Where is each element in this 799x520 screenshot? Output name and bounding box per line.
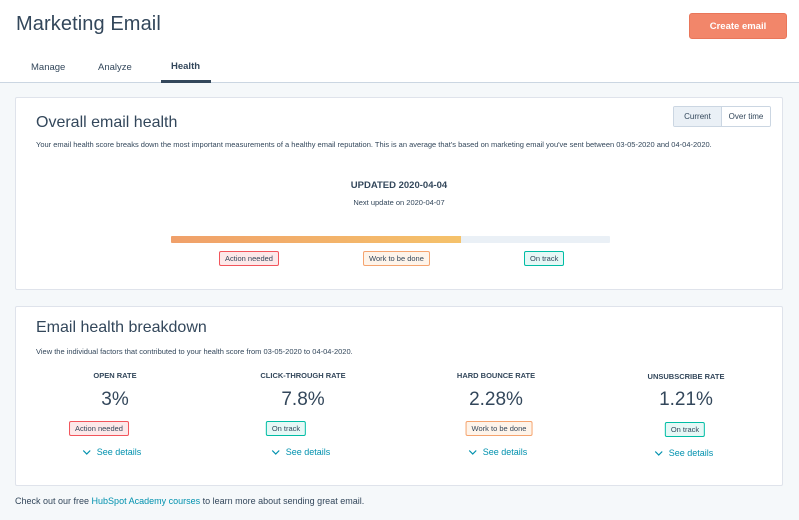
footer-note: Check out our free HubSpot Academy cours… bbox=[15, 496, 364, 506]
chevron-down-icon bbox=[271, 449, 280, 455]
metric-label-click-through-rate: CLICK-THROUGH RATE bbox=[260, 371, 346, 380]
overall-health-description: Your email health score breaks down the … bbox=[36, 140, 712, 149]
metric-value-unsubscribe-rate: 1.21% bbox=[659, 389, 713, 410]
see-details-click-through-rate[interactable]: See details bbox=[271, 447, 331, 457]
metric-label-unsubscribe-rate: UNSUBSCRIBE RATE bbox=[647, 372, 725, 381]
health-score-fill bbox=[171, 236, 461, 243]
legend-on-track: On track bbox=[524, 251, 565, 266]
see-details-label: See details bbox=[96, 447, 142, 457]
footer-suffix: to learn more about sending great email. bbox=[200, 496, 365, 506]
hubspot-academy-link[interactable]: HubSpot Academy courses bbox=[91, 496, 201, 506]
see-details-hard-bounce-rate[interactable]: See details bbox=[468, 447, 528, 457]
health-score-bar bbox=[171, 236, 610, 243]
metric-value-hard-bounce-rate: 2.28% bbox=[469, 389, 523, 410]
legend-work-to-be-done: Work to be done bbox=[363, 251, 430, 266]
toggle-over-time[interactable]: Over time bbox=[722, 107, 770, 126]
status-badge-unsubscribe-rate: On track bbox=[664, 422, 706, 437]
metric-value-click-through-rate: 7.8% bbox=[281, 389, 325, 410]
chevron-down-icon bbox=[468, 449, 477, 455]
page-header: Marketing Email Create email Manage Anal… bbox=[0, 0, 799, 83]
see-details-label: See details bbox=[482, 447, 528, 457]
tab-manage[interactable]: Manage bbox=[31, 62, 66, 73]
see-details-label: See details bbox=[668, 448, 714, 458]
breakdown-title: Email health breakdown bbox=[36, 319, 207, 336]
page-title: Marketing Email bbox=[16, 13, 161, 35]
footer-prefix: Check out our free bbox=[15, 496, 92, 506]
see-details-unsubscribe-rate[interactable]: See details bbox=[654, 448, 714, 458]
see-details-label: See details bbox=[285, 447, 331, 457]
see-details-open-rate[interactable]: See details bbox=[82, 447, 142, 457]
status-badge-click-through-rate: On track bbox=[265, 421, 307, 436]
metric-label-hard-bounce-rate: HARD BOUNCE RATE bbox=[456, 371, 536, 380]
metric-label-open-rate: OPEN RATE bbox=[93, 371, 137, 380]
toggle-current[interactable]: Current bbox=[674, 107, 722, 126]
create-email-button[interactable]: Create email bbox=[689, 13, 787, 39]
overall-health-card: Overall email health Current Over time Y… bbox=[15, 97, 783, 290]
breakdown-description: View the individual factors that contrib… bbox=[36, 347, 353, 356]
tab-analyze[interactable]: Analyze bbox=[98, 62, 132, 73]
health-breakdown-card: Email health breakdown View the individu… bbox=[15, 306, 783, 486]
active-tab-indicator bbox=[161, 80, 211, 83]
tab-health[interactable]: Health bbox=[171, 61, 201, 72]
view-toggle: Current Over time bbox=[673, 106, 771, 127]
chevron-down-icon bbox=[654, 450, 663, 456]
legend-action-needed: Action needed bbox=[219, 251, 279, 266]
updated-date: UPDATED 2020-04-04 bbox=[350, 180, 448, 191]
next-update-date: Next update on 2020-04-07 bbox=[353, 198, 445, 207]
status-badge-hard-bounce-rate: Work to be done bbox=[465, 421, 533, 436]
overall-health-title: Overall email health bbox=[36, 114, 178, 131]
metric-value-open-rate: 3% bbox=[101, 389, 129, 410]
status-badge-open-rate: Action needed bbox=[69, 421, 129, 436]
chevron-down-icon bbox=[82, 449, 91, 455]
